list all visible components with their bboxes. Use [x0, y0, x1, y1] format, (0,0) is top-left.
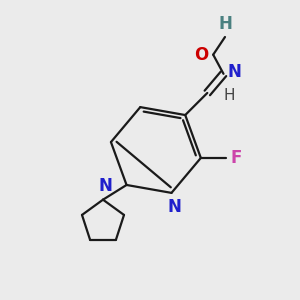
Text: H: H: [218, 16, 232, 34]
Text: H: H: [224, 88, 235, 104]
Text: N: N: [227, 63, 241, 81]
Text: F: F: [230, 149, 242, 167]
Text: O: O: [194, 46, 208, 64]
Text: N: N: [98, 177, 112, 195]
Text: N: N: [167, 198, 182, 216]
